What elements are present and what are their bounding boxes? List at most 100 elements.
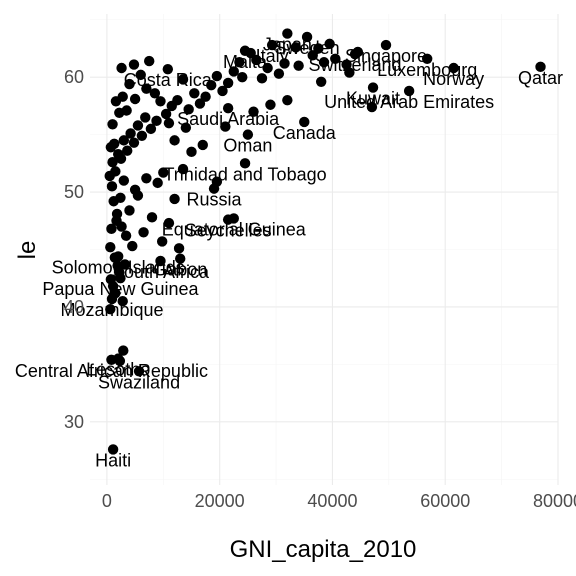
data-point [293,60,304,71]
data-point [299,116,310,128]
data-point [158,167,169,178]
data-point [206,80,217,91]
data-point [211,70,223,82]
data-point [140,112,151,123]
data-point [149,88,161,99]
point-label: Swaziland [98,372,180,392]
data-point [535,61,546,73]
data-point [169,193,180,205]
data-point [313,43,324,54]
data-point [144,55,155,67]
point-label: Switzerland [308,55,401,75]
data-point [122,145,133,156]
point-label: Costa Rica [124,70,213,90]
data-point [166,100,177,112]
data-point [151,115,162,127]
x-tick-label: 80000 [533,491,576,511]
data-point [106,354,117,365]
data-point [146,212,158,223]
data-point [107,119,118,130]
point-label: Qatar [518,68,563,88]
data-point [217,85,228,97]
data-point [112,251,124,262]
data-point [307,50,318,61]
data-point [116,62,127,74]
data-point [448,62,459,74]
data-point [104,170,115,182]
data-point [318,57,330,68]
data-point [163,117,175,129]
data-point [141,173,152,184]
data-point [222,214,234,225]
point-label: Italy [256,46,289,66]
point-label: Malta [223,52,268,72]
data-point [273,68,285,79]
data-point [251,54,262,66]
data-point [403,85,415,97]
point-label: Oman [223,136,272,156]
x-tick-label: 0 [102,491,112,511]
data-point [132,120,144,131]
point-label: Seychelles [185,221,272,241]
data-point [133,366,145,377]
y-tick-label: 60 [64,67,84,87]
data-points [104,28,546,455]
y-tick-label: 30 [64,412,84,432]
point-label: Mozambique [60,300,163,320]
tick-labels: 0 20000 40000 60000 80000 30 40 50 60 [64,67,576,511]
data-point [256,73,268,84]
x-tick-label: 20000 [195,491,245,511]
data-point [282,94,293,106]
data-point [118,345,129,356]
data-point [290,42,302,53]
point-label: Russia [187,190,243,210]
point-label: Lesotho [86,360,150,380]
data-point [180,122,192,133]
data-point [349,49,361,60]
data-point [107,156,118,168]
point-label: Central African Republic [15,361,208,381]
point-label: Gabon [153,260,207,280]
y-axis-title: le [14,241,41,260]
data-point [105,304,116,315]
point-label: Luxembourg [377,60,477,80]
data-point [138,227,149,238]
data-point [107,281,119,292]
data-point [301,31,313,43]
data-point [367,82,379,93]
point-label: Papua New Guinea [42,279,199,299]
data-point [129,184,141,195]
data-point [189,88,200,99]
data-point [120,230,132,241]
data-point [220,121,231,132]
data-point [380,39,392,51]
data-point [248,106,259,117]
data-point [282,28,293,39]
data-point [105,142,117,153]
point-label: Saudi Arabia [177,109,280,129]
data-point [160,108,172,120]
data-point [344,67,355,78]
data-point [175,253,186,264]
y-tick-label: 40 [64,297,84,317]
data-point [228,66,239,77]
data-point [106,181,118,192]
data-point [117,295,128,307]
data-point [128,59,140,70]
data-point [118,135,130,146]
point-label: Solomon Islands [52,257,185,277]
data-point [208,183,220,194]
data-point [183,104,194,115]
data-point [265,99,276,110]
x-tick-label: 60000 [420,491,470,511]
data-point [125,128,136,139]
data-point [127,240,138,252]
data-point [197,139,208,151]
data-point [112,260,123,271]
data-point [155,96,166,107]
data-point [141,83,152,94]
data-point [111,215,122,226]
point-label: United Arab Emirates [324,92,494,112]
